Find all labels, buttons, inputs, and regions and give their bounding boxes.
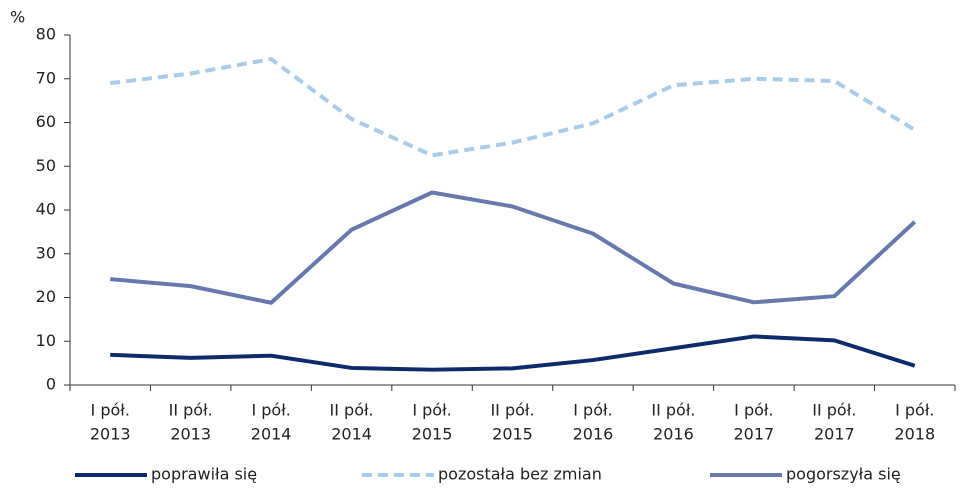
y-axis-label: %	[10, 8, 25, 27]
y-tick-label: 40	[36, 200, 56, 219]
x-tick-label: I pół.	[734, 401, 773, 420]
x-tick-label: II pół.	[812, 401, 856, 420]
y-tick-label: 80	[36, 25, 56, 44]
x-tick-label: 2017	[814, 425, 855, 444]
x-tick-label: 2013	[90, 425, 131, 444]
series-line	[109, 57, 916, 158]
x-tick-label: I pół.	[412, 401, 451, 420]
legend-label: poprawiła się	[151, 465, 257, 484]
x-tick-label: 2015	[412, 425, 453, 444]
x-tick-label: II pół.	[651, 401, 695, 420]
x-tick-label: I pół.	[91, 401, 130, 420]
y-tick-label: 20	[36, 287, 56, 306]
y-tick-label: 30	[36, 243, 56, 262]
x-tick-label: 2016	[653, 425, 694, 444]
x-tick-label: 2016	[573, 425, 614, 444]
x-tick-label: I pół.	[251, 401, 290, 420]
series-line	[110, 334, 916, 372]
x-tick-label: 2018	[894, 425, 935, 444]
x-tick-label: 2017	[734, 425, 775, 444]
y-tick-label: 0	[46, 375, 56, 394]
y-tick-label: 10	[36, 331, 56, 350]
x-tick-label: 2014	[331, 425, 372, 444]
x-tick-label: II pół.	[330, 401, 374, 420]
x-tick-label: 2014	[251, 425, 292, 444]
legend-label: pogorszyła się	[786, 465, 901, 484]
y-tick-label: 70	[36, 68, 56, 87]
x-tick-label: II pół.	[490, 401, 534, 420]
y-tick-label: 50	[36, 156, 56, 175]
x-tick-label: I pół.	[573, 401, 612, 420]
x-tick-label: 2013	[170, 425, 211, 444]
y-tick-label: 60	[36, 112, 56, 131]
legend-label: pozostała bez zmian	[438, 465, 602, 484]
x-tick-label: I pół.	[895, 401, 934, 420]
x-tick-label: II pół.	[169, 401, 213, 420]
series-line	[110, 190, 917, 305]
x-tick-label: 2015	[492, 425, 533, 444]
